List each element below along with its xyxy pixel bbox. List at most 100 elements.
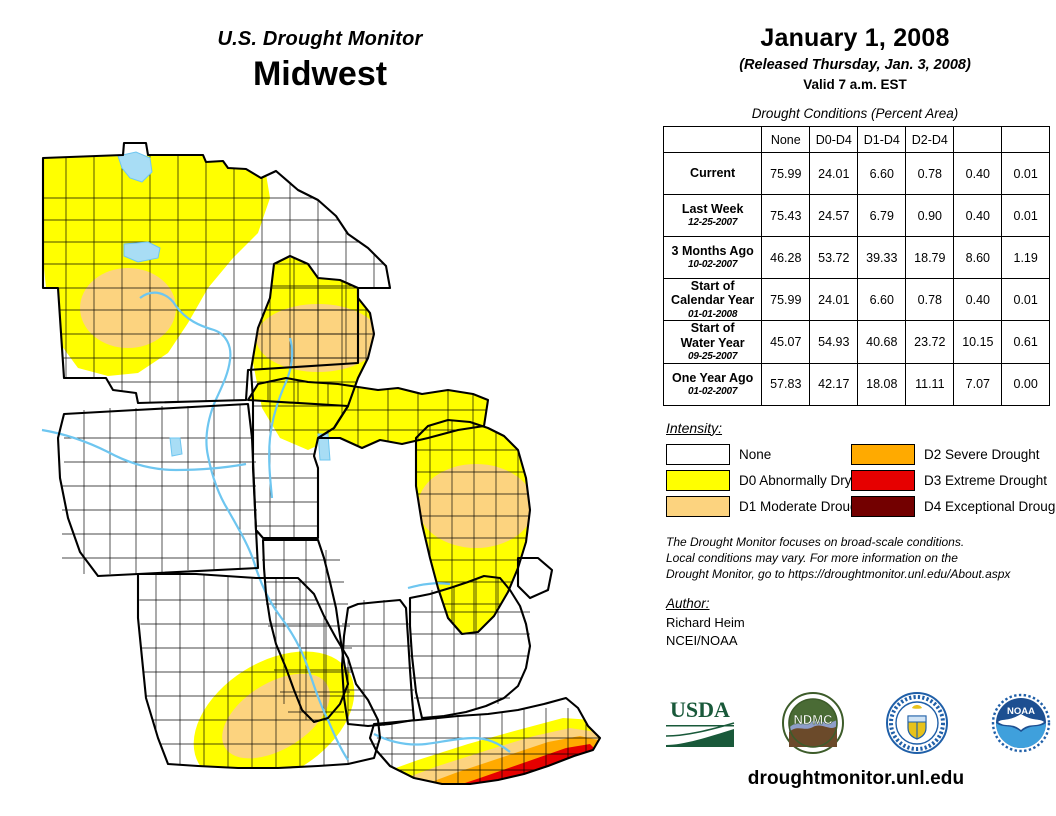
author-block: Richard Heim NCEI/NOAA bbox=[666, 614, 1050, 649]
row-label-date: 09-25-2007 bbox=[688, 351, 738, 362]
note-line-1: The Drought Monitor focuses on broad-sca… bbox=[666, 534, 965, 549]
drought-map[interactable] bbox=[18, 138, 658, 788]
map-title-block: U.S. Drought Monitor Midwest bbox=[0, 28, 640, 91]
row-label-line: 3 Months Ago bbox=[671, 244, 754, 259]
intensity-heading: Intensity: bbox=[666, 419, 723, 436]
swatch-d2-icon bbox=[851, 444, 915, 465]
region-title: Midwest bbox=[252, 55, 388, 93]
table-row-label: One Year Ago 01-02-2007 bbox=[662, 362, 763, 406]
noaa-logo: NOAA bbox=[990, 692, 1052, 759]
table-cell: 0.61 bbox=[1001, 320, 1050, 364]
table-cell: 0.01 bbox=[1001, 277, 1050, 322]
table-body: Current 75.99 24.01 6.60 0.78 0.40 0.01 Last We… bbox=[662, 152, 1050, 406]
table-cell: 24.57 bbox=[809, 194, 859, 237]
legend-item-d4: D4 Exceptional Drought bbox=[851, 496, 1056, 517]
swatch-none-icon bbox=[666, 444, 730, 465]
table-cell: 0.40 bbox=[953, 277, 1003, 322]
table-cell: 0.01 bbox=[1001, 194, 1050, 237]
footer-url[interactable]: droughtmonitor.unl.edu bbox=[747, 768, 965, 789]
table-cell: 23.72 bbox=[905, 320, 955, 364]
row-label-line: Current bbox=[690, 166, 736, 181]
row-label-line: Water Year bbox=[680, 335, 745, 350]
table-corner-cell bbox=[662, 126, 763, 153]
map-svg bbox=[41, 141, 602, 786]
column-header-d1: D1-D4 bbox=[857, 126, 907, 153]
table-cell: 40.68 bbox=[857, 320, 907, 364]
legend-item-none: None bbox=[666, 444, 851, 465]
page-title: U.S. Drought Monitor bbox=[217, 28, 423, 50]
usda-logo: USDA bbox=[660, 695, 740, 756]
swatch-d1-icon bbox=[666, 496, 730, 517]
table-row: 3 Months Ago 10-02-2007 46.28 53.72 39.33 18.… bbox=[662, 236, 1050, 279]
row-label-date: 01-02-2007 bbox=[688, 385, 738, 397]
row-label-line: One Year Ago bbox=[671, 370, 754, 385]
table-cell: 1.19 bbox=[1001, 236, 1050, 279]
table-cell: 75.99 bbox=[761, 152, 811, 195]
release-date: (Released Thursday, Jan. 3, 2008) bbox=[739, 57, 971, 73]
table-row: Last Week 12-25-2007 75.43 24.57 6.79 0.90 0.4… bbox=[662, 194, 1050, 237]
table-cell: 18.08 bbox=[857, 362, 907, 406]
table-row: Start of Water Year 09-25-2007 45.07 54.93 40… bbox=[662, 320, 1050, 364]
table-cell: 7.07 bbox=[953, 362, 1003, 406]
table-cell: 11.11 bbox=[905, 362, 955, 406]
table-cell: 75.43 bbox=[761, 194, 811, 237]
legend-item-d0: D0 Abnormally Dry bbox=[666, 470, 852, 491]
legend-label-d0: D0 Abnormally Dry bbox=[739, 473, 852, 488]
table-cell: 75.99 bbox=[761, 277, 811, 322]
table-cell: 0.90 bbox=[905, 194, 955, 237]
table-cell: 45.07 bbox=[761, 320, 811, 364]
table-cell: 54.93 bbox=[809, 320, 859, 364]
row-label-line: Calendar Year bbox=[671, 293, 755, 308]
svg-text:USDA: USDA bbox=[670, 697, 730, 722]
agency-logos: USDA NDMC bbox=[660, 690, 1052, 760]
table-cell: 0.40 bbox=[953, 194, 1003, 237]
table-cell: 0.01 bbox=[1001, 152, 1050, 195]
usdc-seal-logo bbox=[886, 691, 948, 759]
table-cell: 0.78 bbox=[905, 277, 955, 322]
disclaimer-note: The Drought Monitor focuses on broad-sca… bbox=[666, 534, 1050, 583]
row-label-date: 12-25-2007 bbox=[688, 217, 738, 229]
table-cell: 46.28 bbox=[761, 236, 811, 279]
author-heading: Author: bbox=[666, 596, 710, 612]
row-label-line: Last Week bbox=[681, 202, 744, 217]
author-name: Richard Heim bbox=[666, 615, 745, 631]
author-affiliation: NCEI/NOAA bbox=[666, 632, 738, 648]
table-cell: 0.00 bbox=[1001, 362, 1050, 406]
note-line-3: Drought Monitor, go to https://droughtmo… bbox=[666, 566, 1011, 581]
valid-time: Valid 7 a.m. EST bbox=[803, 77, 907, 92]
table-cell: 0.40 bbox=[953, 152, 1003, 195]
row-label-date: 01-01-2008 bbox=[688, 308, 738, 320]
table-cell: 0.78 bbox=[905, 152, 955, 195]
table-cell: 24.01 bbox=[809, 277, 859, 322]
legend-label-d4: D4 Exceptional Drought bbox=[924, 499, 1056, 514]
table-row-label: Start of Water Year 09-25-2007 bbox=[662, 320, 763, 364]
table-cell: 18.79 bbox=[905, 236, 955, 279]
table-row-label: Last Week 12-25-2007 bbox=[662, 194, 763, 237]
row-label-line: Start of bbox=[690, 279, 735, 293]
swatch-d0-icon bbox=[666, 470, 730, 491]
table-cell: 39.33 bbox=[857, 236, 907, 279]
report-date: January 1, 2008 bbox=[760, 24, 950, 52]
drought-conditions-table: None D0-D4 D1-D4 D2-D4 D3-D4 D4 Current 7… bbox=[662, 126, 1050, 406]
legend-label-none: None bbox=[739, 447, 772, 462]
table-cell: 24.01 bbox=[809, 152, 859, 195]
table-cell: 42.17 bbox=[809, 362, 859, 406]
legend-item-d3: D3 Extreme Drought bbox=[851, 470, 1047, 491]
table-cell: 10.15 bbox=[953, 320, 1003, 364]
svg-text:NDMC: NDMC bbox=[794, 712, 834, 727]
table-row: Current 75.99 24.01 6.60 0.78 0.40 0.01 bbox=[662, 152, 1050, 195]
column-header-d2: D2-D4 bbox=[905, 126, 955, 153]
table-row-label: Start of Calendar Year 01-01-2008 bbox=[662, 277, 763, 322]
row-label-date: 10-02-2007 bbox=[688, 259, 738, 271]
table-caption: Drought Conditions (Percent Area) bbox=[751, 106, 959, 121]
legend-label-d2: D2 Severe Drought bbox=[924, 447, 1040, 462]
table-row-label: Current bbox=[662, 152, 763, 195]
svg-text:NOAA: NOAA bbox=[1007, 706, 1035, 717]
legend-item-d1: D1 Moderate Drought bbox=[666, 496, 869, 517]
table-row: Start of Calendar Year 01-01-2008 75.99 24.0… bbox=[662, 277, 1050, 322]
table-cell: 53.72 bbox=[809, 236, 859, 279]
row-label-line: Start of bbox=[690, 321, 735, 336]
legend-label-d1: D1 Moderate Drought bbox=[739, 499, 869, 514]
column-header-none: None bbox=[761, 126, 811, 153]
column-header-d3: D3-D4 bbox=[953, 126, 1003, 153]
